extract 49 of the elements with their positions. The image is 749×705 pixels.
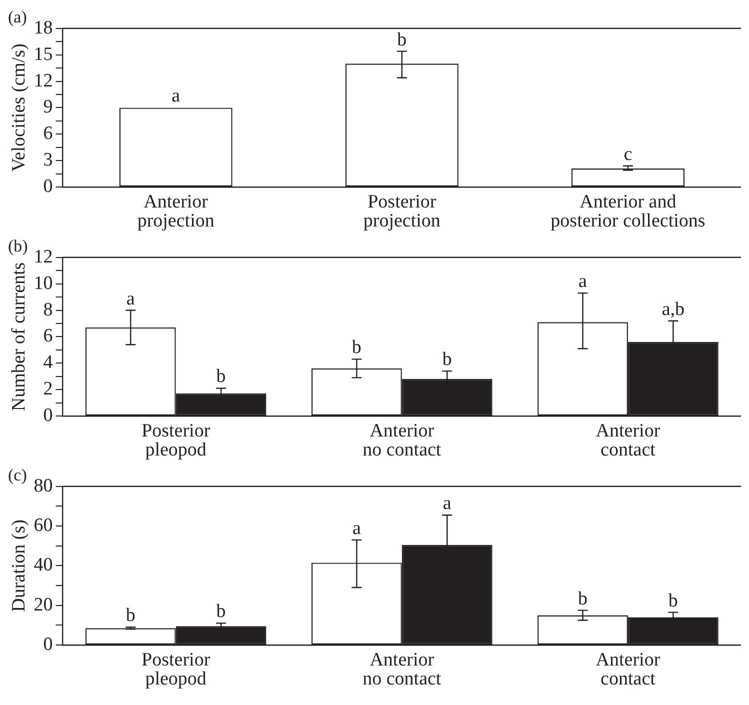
y-axis-title: Number of currents <box>8 262 30 412</box>
y-tick-label: 2 <box>43 378 53 400</box>
annotation: b <box>397 29 407 50</box>
annotation: b <box>216 601 226 622</box>
y-tick-label: 18 <box>34 17 53 38</box>
y-tick-label: 6 <box>43 123 53 144</box>
annotation: a <box>172 86 181 107</box>
chart-title: (a) <box>8 8 27 27</box>
y-tick-label: 10 <box>34 272 53 294</box>
x-tick-label: Posterior pleopod <box>142 649 211 690</box>
y-tick-label: 80 <box>34 475 53 496</box>
annotation: b <box>668 590 678 612</box>
annotation: b <box>578 588 588 610</box>
y-tick-label: 15 <box>34 44 53 65</box>
y-tick-label: 40 <box>34 554 53 576</box>
x-tick-label: Anterior no contact <box>362 649 442 690</box>
y-tick-label: 6 <box>43 326 53 347</box>
y-axis-title: Velocities (cm/s) <box>8 44 30 172</box>
annotation: a <box>352 518 362 539</box>
annotation: b <box>442 349 452 370</box>
x-tick-label: Anterior projection <box>137 191 215 232</box>
x-tick-label: Anterior contact <box>596 649 661 690</box>
y-axis-title: Duration (s) <box>8 520 30 612</box>
y-tick-label: 12 <box>34 246 53 268</box>
annotation: a <box>578 271 588 292</box>
x-tick-label: Anterior and posterior collections <box>550 191 706 232</box>
x-tick-label: Anterior no contact <box>362 420 442 460</box>
annotation: c <box>624 144 632 165</box>
x-tick-label: Anterior contact <box>596 420 661 460</box>
y-tick-label: 12 <box>34 70 53 92</box>
y-tick-label: 9 <box>43 96 53 118</box>
y-tick-label: 0 <box>43 634 53 655</box>
chart-title: (b) <box>8 236 28 256</box>
chart-title: (c) <box>8 466 27 485</box>
annotation: a <box>442 493 452 514</box>
y-tick-label: 0 <box>43 176 53 197</box>
y-tick-label: 60 <box>34 515 53 536</box>
annotation: b <box>352 337 362 358</box>
y-tick-label: 3 <box>43 150 53 171</box>
annotation: b <box>216 366 226 388</box>
annotation: a,b <box>662 298 685 320</box>
x-tick-label: Posterior pleopod <box>142 420 211 460</box>
annotation: b <box>126 605 136 626</box>
y-tick-label: 4 <box>43 352 54 374</box>
y-tick-label: 20 <box>34 594 53 616</box>
y-tick-label: 0 <box>43 404 53 426</box>
y-tick-label: 8 <box>43 299 53 320</box>
x-tick-label: Posterior projection <box>363 191 441 232</box>
annotation: a <box>126 288 136 310</box>
